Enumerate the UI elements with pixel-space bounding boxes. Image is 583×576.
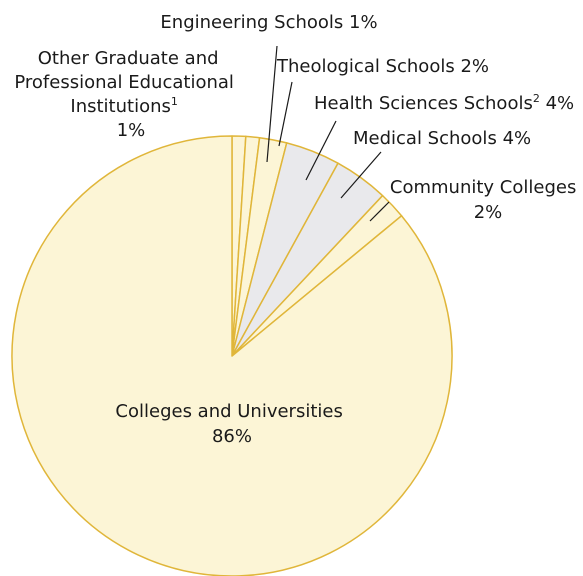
leader-line-health-sciences bbox=[305, 120, 337, 181]
pie-slices bbox=[11, 135, 453, 576]
slice-label-colleges-universities: Colleges and Universities 86% bbox=[115, 401, 348, 447]
slice-label-health-sciences: Health Sciences Schools2 4% bbox=[314, 92, 574, 114]
leader-line-community-colleges bbox=[369, 201, 390, 222]
leader-line-medical bbox=[340, 151, 382, 199]
pie-slice-colleges-universities bbox=[11, 135, 453, 576]
leader-line-engineering bbox=[266, 45, 278, 163]
leader-line-theological bbox=[278, 81, 293, 147]
slice-label-medical: Medical Schools 4% bbox=[353, 128, 531, 149]
slice-label-engineering: Engineering Schools 1% bbox=[160, 12, 377, 33]
footnote-marker: 1 bbox=[171, 95, 178, 108]
slice-label-community-colleges: Community Colleges 2% bbox=[390, 177, 582, 223]
slice-label-theological: Theological Schools 2% bbox=[276, 56, 489, 77]
leader-lines bbox=[266, 45, 390, 222]
slice-label-other-graduate: Other Graduate and Professional Educatio… bbox=[14, 48, 239, 141]
